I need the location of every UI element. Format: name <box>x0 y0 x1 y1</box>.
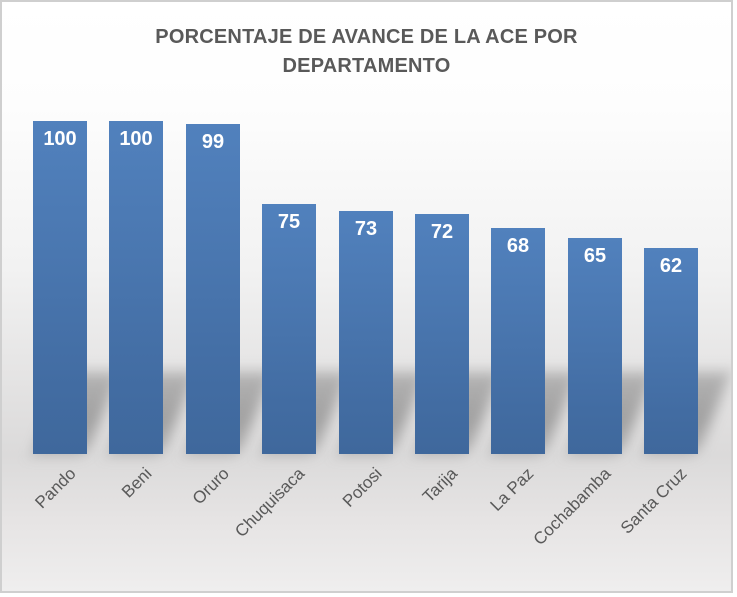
bar-cochabamba: 65 <box>568 238 622 454</box>
bar-value-label: 100 <box>119 128 153 150</box>
bar-value-label: 62 <box>659 255 683 277</box>
x-axis-label-pando: Pando <box>31 464 80 513</box>
bar-beni: 100 <box>109 121 163 454</box>
bar-value-label: 68 <box>506 235 530 257</box>
x-axis-label-tarija: Tarija <box>419 464 462 507</box>
bar-value-label: 99 <box>201 131 225 153</box>
bar-value-label: 65 <box>583 245 607 267</box>
chart-title: PORCENTAJE DE AVANCE DE LA ACE POR DEPAR… <box>155 26 578 77</box>
x-axis-label-potosi: Potosi <box>338 464 386 511</box>
bar-chuquisaca: 75 <box>262 204 316 454</box>
bar-pando: 100 <box>33 121 87 454</box>
x-axis-label-beni: Beni <box>117 464 156 502</box>
bar-santa-cruz: 62 <box>644 248 698 454</box>
x-axis-label-oruro: Oruro <box>188 464 233 509</box>
bar-value-label: 73 <box>354 218 378 240</box>
bar-la-paz: 68 <box>491 228 545 454</box>
x-axis-label-cochabamba: Cochabamba <box>529 464 615 549</box>
x-axis-label-la-paz: La Paz <box>486 464 538 515</box>
bar-potosi: 73 <box>339 211 393 454</box>
x-axis-label-chuquisaca: Chuquisaca <box>231 464 309 541</box>
bar-value-label: 100 <box>43 128 77 150</box>
bar-oruro: 99 <box>186 124 240 454</box>
bar-value-label: 75 <box>277 211 301 233</box>
bar-tarija: 72 <box>415 214 469 454</box>
plot-area: 100 Pando 100 Beni 99 Oruro 75 Chuquisaca 73 Poto… <box>2 2 731 591</box>
x-axis-label-santa-cruz: Santa Cruz <box>616 464 691 538</box>
bar-value-label: 72 <box>430 221 454 243</box>
